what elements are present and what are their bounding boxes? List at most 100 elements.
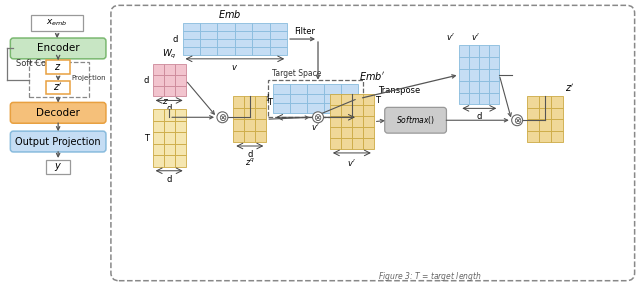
Bar: [46, 81, 70, 95]
Bar: [153, 109, 164, 121]
Text: Filter: Filter: [294, 27, 316, 36]
Bar: [307, 103, 324, 113]
FancyBboxPatch shape: [10, 131, 106, 152]
Bar: [218, 47, 235, 55]
Bar: [469, 81, 479, 93]
Bar: [341, 138, 352, 149]
Bar: [200, 23, 218, 31]
Bar: [200, 47, 218, 55]
Text: $v'$: $v'$: [311, 121, 320, 132]
Text: d: d: [166, 175, 172, 184]
Text: $z'$: $z'$: [53, 82, 63, 93]
Bar: [479, 81, 489, 93]
Bar: [479, 45, 489, 57]
FancyBboxPatch shape: [10, 102, 106, 123]
Bar: [551, 96, 563, 108]
Bar: [341, 84, 358, 93]
Text: $v$: $v$: [231, 63, 239, 72]
Bar: [341, 95, 352, 105]
Bar: [363, 105, 374, 116]
Bar: [341, 103, 358, 113]
Bar: [252, 39, 269, 47]
Text: d: d: [477, 112, 482, 121]
Bar: [307, 84, 324, 93]
Bar: [234, 119, 244, 131]
Bar: [273, 93, 290, 103]
Bar: [175, 64, 186, 75]
Text: $z$: $z$: [162, 97, 168, 106]
Bar: [469, 45, 479, 57]
Bar: [324, 103, 341, 113]
Bar: [31, 15, 83, 31]
Text: $\otimes$: $\otimes$: [218, 112, 227, 123]
Bar: [341, 105, 352, 116]
Bar: [479, 57, 489, 69]
Text: d: d: [247, 150, 253, 159]
Bar: [551, 119, 563, 131]
Bar: [460, 57, 469, 69]
Text: Decoder: Decoder: [36, 108, 80, 118]
Bar: [164, 109, 175, 121]
Bar: [218, 39, 235, 47]
Bar: [153, 64, 164, 75]
Circle shape: [511, 115, 523, 126]
Bar: [539, 119, 551, 131]
Text: $z$: $z$: [54, 62, 62, 72]
Bar: [489, 45, 499, 57]
Text: d: d: [166, 105, 172, 113]
Bar: [489, 57, 499, 69]
Bar: [273, 103, 290, 113]
Bar: [352, 95, 363, 105]
Bar: [175, 86, 186, 96]
Bar: [164, 144, 175, 155]
Bar: [341, 116, 352, 127]
Bar: [527, 131, 539, 142]
Bar: [235, 39, 252, 47]
Text: Target Space: Target Space: [272, 69, 321, 78]
Bar: [469, 57, 479, 69]
Bar: [164, 64, 175, 75]
Bar: [235, 31, 252, 39]
Text: $\otimes$: $\otimes$: [513, 115, 522, 126]
Text: $v'$: $v'$: [445, 31, 454, 42]
Bar: [290, 84, 307, 93]
Bar: [324, 93, 341, 103]
Bar: [324, 84, 341, 93]
Bar: [539, 131, 551, 142]
Bar: [244, 108, 255, 119]
Bar: [182, 39, 200, 47]
Bar: [164, 132, 175, 144]
Bar: [330, 127, 341, 138]
Text: d: d: [143, 76, 148, 85]
Bar: [164, 86, 175, 96]
Text: $x_{emb}$: $x_{emb}$: [47, 18, 68, 28]
Bar: [273, 84, 290, 93]
Bar: [363, 138, 374, 149]
Bar: [218, 31, 235, 39]
Bar: [175, 144, 186, 155]
Bar: [175, 109, 186, 121]
Bar: [268, 80, 363, 117]
Bar: [269, 31, 287, 39]
Bar: [252, 47, 269, 55]
Bar: [46, 60, 70, 74]
Bar: [255, 131, 266, 142]
Bar: [363, 127, 374, 138]
Bar: [489, 69, 499, 81]
Bar: [489, 81, 499, 93]
Bar: [290, 103, 307, 113]
Bar: [330, 105, 341, 116]
Bar: [234, 131, 244, 142]
Bar: [269, 23, 287, 31]
Circle shape: [312, 112, 323, 123]
Text: T: T: [268, 98, 272, 107]
Bar: [182, 47, 200, 55]
Bar: [182, 23, 200, 31]
Bar: [235, 23, 252, 31]
Bar: [244, 96, 255, 108]
Bar: [352, 138, 363, 149]
Text: Projection: Projection: [71, 75, 106, 81]
FancyBboxPatch shape: [10, 38, 106, 59]
Bar: [175, 132, 186, 144]
Bar: [460, 69, 469, 81]
